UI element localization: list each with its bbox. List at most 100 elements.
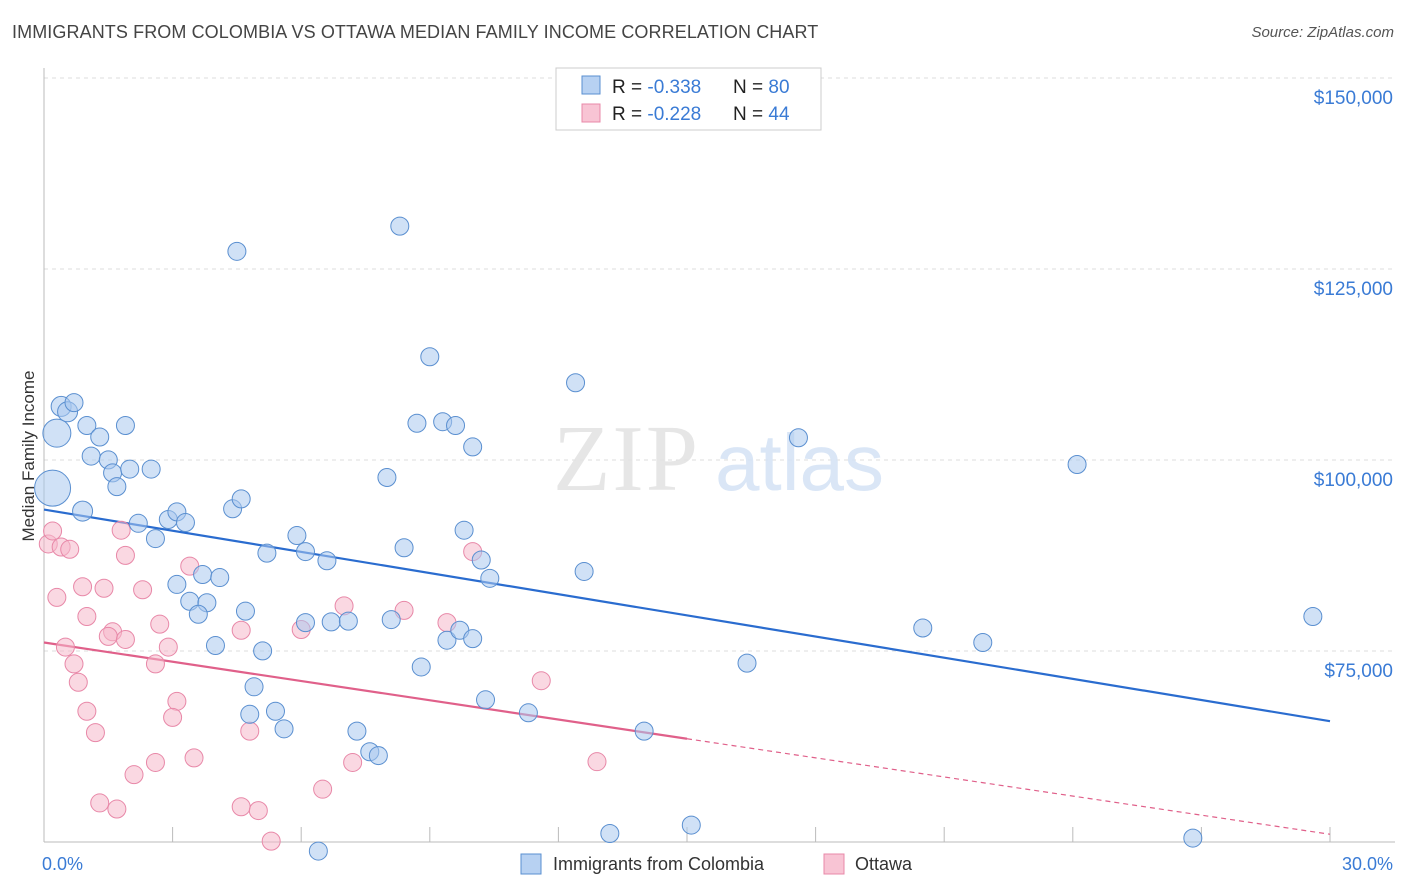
svg-text:N = 44: N = 44: [733, 104, 790, 125]
y-tick-labels: $75,000 $100,000 $125,000 $150,000: [1314, 88, 1393, 682]
legend-swatch-pink: [581, 103, 601, 123]
data-point: [42, 418, 72, 448]
data-point: [574, 561, 594, 581]
data-point: [471, 550, 491, 570]
data-point: [188, 604, 208, 624]
data-point: [158, 637, 178, 657]
data-point: [313, 779, 333, 799]
data-point: [77, 416, 97, 436]
data-point: [1067, 454, 1087, 474]
data-point: [145, 752, 165, 772]
data-point: [227, 241, 247, 261]
data-point: [788, 428, 808, 448]
data-point: [681, 815, 701, 835]
data-point: [120, 459, 140, 479]
data-point: [265, 701, 285, 721]
data-point: [98, 626, 118, 646]
data-point: [476, 690, 496, 710]
data-point: [737, 653, 757, 673]
bottom-legend-swatch-pink: [823, 853, 845, 875]
data-point: [394, 600, 414, 620]
y-tick-label: $150,000: [1314, 88, 1393, 109]
gridlines: [44, 77, 1395, 652]
data-point: [381, 610, 401, 630]
legend-n-label-1: N =: [733, 77, 768, 98]
data-point: [343, 752, 363, 772]
legend-swatch-blue: [581, 75, 601, 95]
data-point: [1183, 828, 1203, 848]
data-point: [390, 216, 410, 236]
svg-text:N = 80: N = 80: [733, 77, 790, 98]
data-point: [973, 632, 993, 652]
data-point: [463, 437, 483, 457]
data-point: [43, 521, 63, 541]
data-point: [94, 578, 114, 598]
data-point: [454, 520, 474, 540]
data-point: [368, 746, 388, 766]
data-point: [480, 568, 500, 588]
data-point: [231, 489, 251, 509]
data-point: [317, 551, 337, 571]
data-point: [150, 614, 170, 634]
data-point: [531, 671, 551, 691]
x-tick-label-min: 0.0%: [42, 854, 83, 874]
legend-n-label-2: N =: [733, 104, 768, 125]
data-point: [111, 520, 131, 540]
y-tick-label: $125,000: [1314, 279, 1393, 300]
legend-n-value-1: 80: [768, 77, 789, 98]
bottom-legend-swatch-blue: [520, 853, 542, 875]
data-point: [60, 539, 80, 559]
data-point: [244, 677, 264, 697]
data-point: [1303, 607, 1323, 627]
watermark: ZIP atlas: [553, 407, 884, 511]
data-point: [64, 393, 84, 413]
data-point: [77, 701, 97, 721]
data-point: [115, 416, 135, 436]
data-point: [167, 691, 187, 711]
data-point: [115, 629, 135, 649]
data-point: [193, 565, 213, 584]
data-point: [145, 654, 165, 674]
x-tick-label-max: 30.0%: [1342, 854, 1393, 874]
data-point: [34, 469, 72, 507]
x-tick-labels: 0.0% 30.0%: [42, 854, 1393, 874]
legend-r-label-1: R =: [612, 77, 647, 98]
data-point: [77, 607, 97, 627]
y-tick-label: $100,000: [1314, 470, 1393, 491]
data-point: [295, 542, 315, 562]
data-point: [437, 630, 457, 650]
data-point: [240, 721, 260, 741]
data-point: [167, 574, 187, 594]
watermark-zip: ZIP: [553, 407, 700, 511]
svg-text:R = -0.338: R = -0.338: [612, 77, 701, 98]
data-point: [463, 629, 483, 649]
data-point: [175, 513, 195, 533]
data-point: [407, 413, 427, 433]
data-point: [90, 793, 110, 813]
data-point: [253, 641, 273, 661]
trend-line-ottawa: [43, 641, 688, 740]
data-point: [411, 657, 431, 677]
data-point: [394, 538, 414, 558]
data-point: [184, 748, 204, 768]
bottom-legend-colombia: Immigrants from Colombia: [553, 854, 765, 874]
trend-line-colombia: [43, 508, 1331, 723]
y-axis-label: Median Family Income: [19, 370, 38, 541]
data-point: [85, 723, 105, 743]
data-point: [205, 636, 225, 656]
legend-box: R = -0.338 N = 80 R = -0.228 N = 44: [555, 67, 822, 131]
legend-r-label-2: R =: [612, 104, 647, 125]
data-point: [72, 500, 94, 522]
data-point: [163, 707, 183, 727]
data-point: [420, 347, 440, 367]
data-point: [133, 580, 153, 600]
data-point: [295, 613, 315, 633]
data-point: [128, 513, 148, 533]
data-point: [257, 543, 277, 563]
data-point: [47, 587, 67, 607]
data-point: [124, 765, 144, 785]
data-point: [321, 612, 341, 632]
y-tick-label: $75,000: [1324, 661, 1393, 682]
data-point: [231, 620, 251, 640]
data-point: [634, 721, 654, 741]
